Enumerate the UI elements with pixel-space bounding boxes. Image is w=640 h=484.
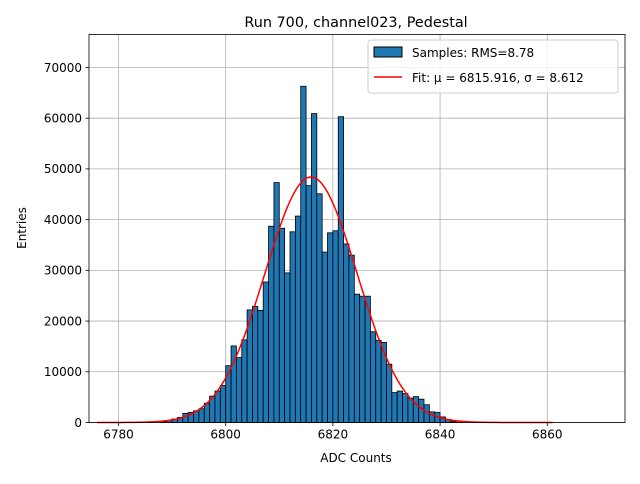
histogram-bar	[349, 255, 354, 422]
histogram-bar	[215, 391, 220, 422]
legend-histogram-label: Samples: RMS=8.78	[412, 46, 534, 60]
histogram-bar	[204, 403, 209, 422]
x-axis-label: ADC Counts	[320, 451, 392, 465]
y-tick-label: 30000	[44, 264, 82, 278]
histogram-bar	[344, 244, 349, 423]
histogram-bar	[403, 394, 408, 423]
legend: Samples: RMS=8.78 Fit: μ = 6815.916, σ =…	[368, 40, 618, 93]
histogram-bar	[311, 114, 316, 423]
histogram-bar	[183, 413, 188, 422]
histogram-bar	[263, 282, 268, 422]
histogram-bar	[242, 340, 247, 423]
chart-title: Run 700, channel023, Pedestal	[244, 15, 467, 31]
histogram-bar	[290, 232, 295, 423]
x-tick-label: 6820	[318, 428, 349, 442]
histogram-bar	[376, 340, 381, 422]
y-tick-label: 20000	[44, 314, 82, 328]
histogram-bar	[322, 252, 327, 422]
histogram-bar	[360, 296, 365, 422]
histogram-bar	[220, 385, 225, 422]
x-tick-label: 6800	[210, 428, 241, 442]
y-tick-label: 10000	[44, 365, 82, 379]
histogram-bar	[295, 216, 300, 422]
histogram-bar	[333, 231, 338, 423]
histogram-bar	[317, 194, 322, 423]
y-tick-label: 40000	[44, 213, 82, 227]
histogram-bar	[338, 117, 343, 423]
histogram-bar	[285, 273, 290, 423]
histogram-bar	[252, 306, 257, 422]
y-tick-label: 60000	[44, 111, 82, 125]
histogram-bar	[386, 364, 391, 422]
y-tick-label: 70000	[44, 61, 82, 75]
x-tick-label: 6860	[532, 428, 563, 442]
histogram-bar	[258, 310, 263, 422]
histogram-bar	[408, 398, 413, 422]
histogram-bar	[279, 228, 284, 422]
x-tick-label: 6780	[103, 428, 134, 442]
histogram-bar	[301, 86, 306, 422]
y-axis-label: Entries	[15, 207, 29, 249]
histogram-bar	[397, 391, 402, 422]
histogram-bar	[370, 332, 375, 423]
histogram-bar	[328, 233, 333, 423]
histogram-bar	[269, 226, 274, 422]
histogram-bar	[236, 358, 241, 423]
histogram-bar	[354, 294, 359, 422]
y-tick-label: 50000	[44, 162, 82, 176]
legend-histogram-swatch	[374, 47, 402, 57]
histogram-bar	[392, 393, 397, 423]
histogram-bar	[274, 183, 279, 423]
histogram-bar	[306, 186, 311, 423]
x-tick-label: 6840	[425, 428, 456, 442]
y-tick-label: 0	[74, 416, 82, 430]
histogram-bar	[413, 397, 418, 423]
histogram-bar	[419, 399, 424, 422]
legend-fit-label: Fit: μ = 6815.916, σ = 8.612	[412, 71, 584, 85]
histogram-bar	[199, 409, 204, 423]
